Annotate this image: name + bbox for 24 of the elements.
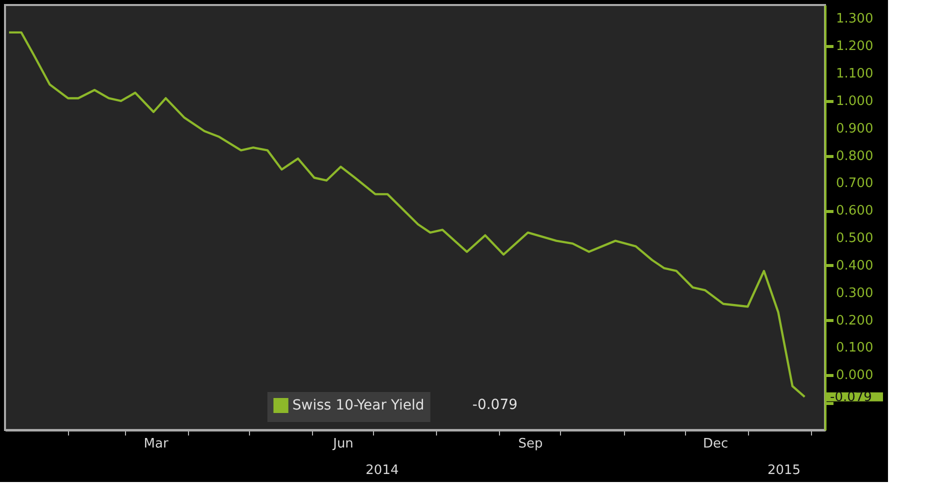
y-tick-label: 1.100 (836, 66, 874, 82)
y-tick-label: 1.300 (836, 12, 874, 27)
x-tick-label: Dec (703, 436, 728, 452)
annotation: -0.079 (472, 397, 518, 413)
y-tick-label: 0.800 (836, 148, 874, 164)
x-tick-label: Jun (332, 436, 354, 452)
y-tick-label: 0.500 (836, 231, 874, 246)
y-tick-label: 1.200 (836, 39, 874, 54)
legend-label: Swiss 10-Year Yield (292, 398, 424, 414)
y-tick-label: 0.000 (836, 368, 874, 384)
text: 2015 (767, 463, 801, 478)
text: 2014 (366, 463, 399, 478)
x-tick-label: Sep (518, 436, 543, 452)
y-tick-label: 0.400 (836, 258, 874, 274)
y-tick-label: 1.000 (836, 94, 874, 109)
x-tick-label: Mar (144, 436, 169, 452)
y-tick-label: 0.300 (836, 286, 874, 301)
y-tick-label: 0.700 (836, 176, 874, 192)
y-tick-label: -0.079 (830, 390, 872, 405)
y-tick-label: 0.200 (836, 313, 874, 328)
y-tick-label: 0.900 (836, 121, 874, 136)
line-series (8, 31, 806, 398)
y-tick-label: 0.100 (836, 340, 874, 356)
y-tick-label: 0.600 (836, 204, 874, 219)
